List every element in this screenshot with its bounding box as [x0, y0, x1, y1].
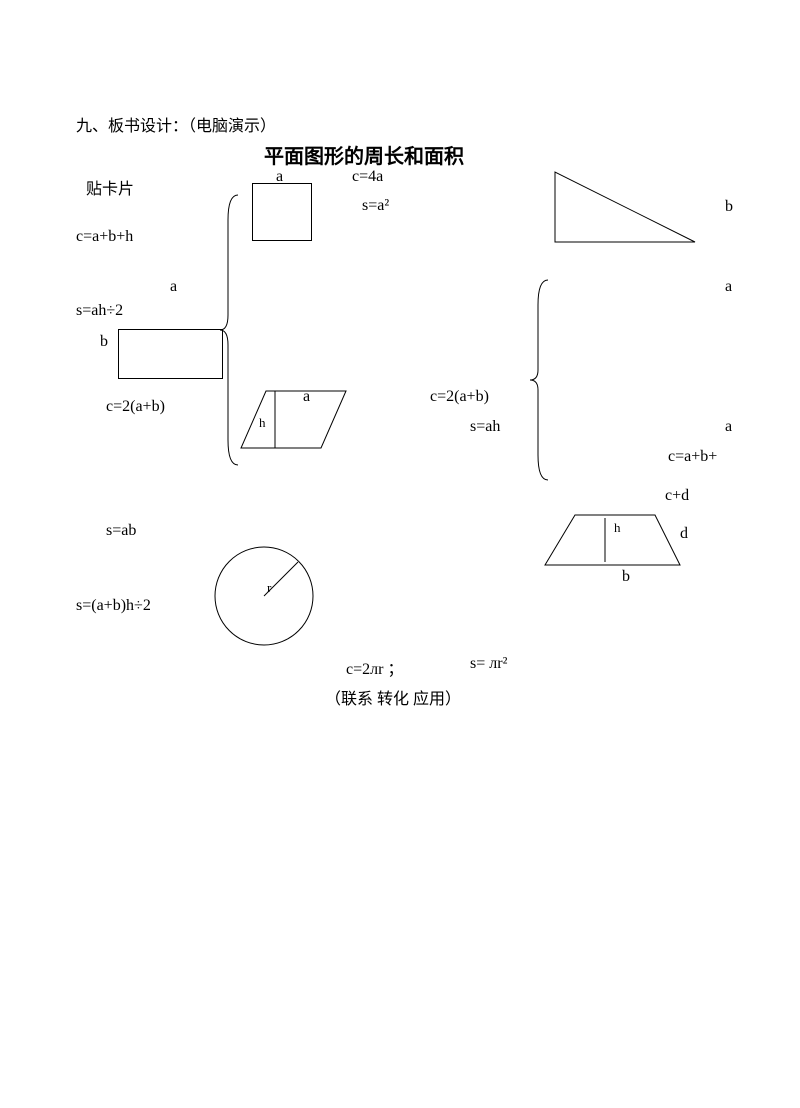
brace-right	[0, 0, 800, 700]
